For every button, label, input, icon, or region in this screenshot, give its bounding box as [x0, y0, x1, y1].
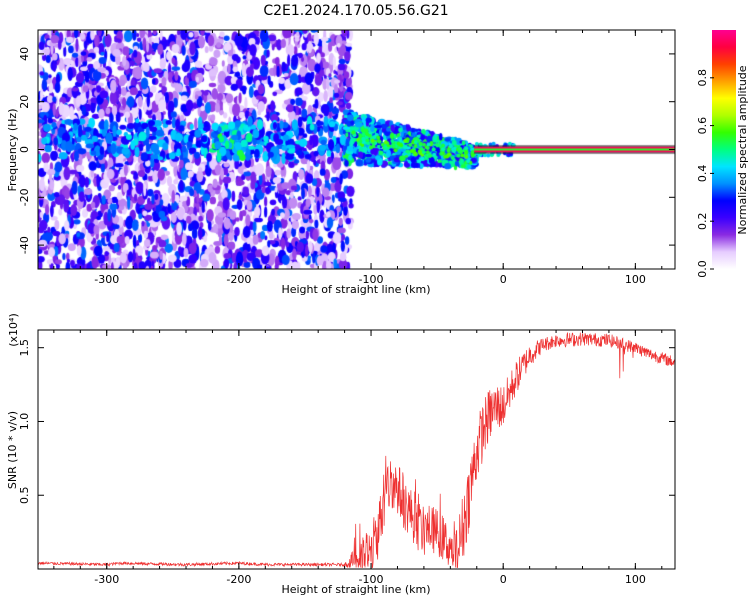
spectrogram-xtick-label: -100	[359, 273, 384, 286]
spectrogram-image	[38, 30, 675, 269]
snr-xtick-label: -200	[226, 573, 251, 586]
colorbar-tick-label: 0.8	[696, 69, 709, 87]
snr-xtick-label: 100	[625, 573, 646, 586]
snr-ytick-label: 0.5	[18, 486, 31, 504]
spectrogram-ytick-label: -40	[18, 236, 31, 254]
spectrogram-xtick-label: -200	[226, 273, 251, 286]
snr-multiplier: (x10⁴)	[7, 313, 20, 347]
spectrogram-xtick-label: 100	[625, 273, 646, 286]
snr-ytick-label: 1.5	[18, 339, 31, 357]
snr-series-line	[37, 331, 676, 568]
spectrogram-ytick-label: 0	[18, 146, 31, 153]
spectrogram-xtick-label: 0	[500, 273, 507, 286]
snr-xtick-label: -100	[359, 573, 384, 586]
spectrogram-ytick-label: 20	[18, 95, 31, 109]
spectrogram-ytick-label: 40	[18, 47, 31, 61]
spectrogram-ylabel: Frequency (Hz)	[6, 109, 19, 192]
spectrogram-xtick-label: -300	[94, 273, 119, 286]
colorbar-tick-label: 0.0	[696, 260, 709, 278]
spectrogram-ytick-label: -20	[18, 188, 31, 206]
spectrogram-xlabel: Height of straight line (km)	[281, 283, 430, 296]
snr-xtick-label: 0	[500, 573, 507, 586]
colorbar-tick-label: 0.2	[696, 212, 709, 230]
snr-xtick-label: -300	[94, 573, 119, 586]
snr-frame	[37, 329, 676, 570]
snr-ylabel: SNR (10 * v/v)	[6, 411, 19, 489]
snr-ytick-label: 1.0	[18, 413, 31, 431]
snr-xlabel: Height of straight line (km)	[281, 583, 430, 596]
colorbar-tick-label: 0.4	[696, 165, 709, 183]
colorbar-gradient	[712, 30, 736, 269]
colorbar-tick-label: 0.6	[696, 117, 709, 135]
chart-title: C2E1.2024.170.05.56.G21	[263, 3, 448, 19]
colorbar: 0.0 0.2 0.4 0.6 0.8 Normalized spectral ampl…	[696, 30, 749, 278]
colorbar-label: Normalized spectral amplitude	[736, 65, 749, 234]
snr-panel: -300 -200 -100 0 100 0.5 1.0 1.5 (x10⁴) Height …	[6, 313, 676, 596]
